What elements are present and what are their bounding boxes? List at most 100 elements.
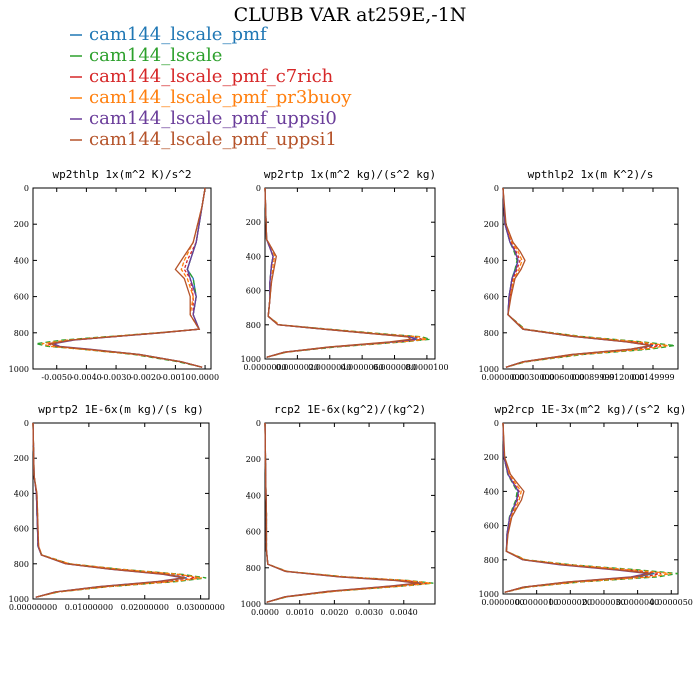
series-line bbox=[32, 422, 207, 598]
y-tick-label: 1000 bbox=[9, 365, 29, 374]
x-tick-label: 0.0020 bbox=[320, 608, 348, 617]
x-tick-label: 0.0000000 bbox=[243, 363, 286, 372]
y-tick-label: 400 bbox=[14, 489, 29, 498]
series-line bbox=[502, 422, 652, 593]
y-tick-label: 400 bbox=[484, 487, 499, 496]
panel-title: wp2rtp 1x(m^2 kg)/(s^2 kg) bbox=[264, 168, 436, 181]
legend-entry: cam144_lscale_pmf_uppsi1 bbox=[70, 129, 337, 150]
x-tick-label: 0.0000100 bbox=[405, 363, 448, 372]
y-tick-label: 600 bbox=[484, 522, 499, 531]
x-tick-label: 0.0060000 bbox=[541, 373, 584, 382]
x-tick-label: 0.0000020 bbox=[549, 598, 592, 607]
x-tick-label: -0.0030 bbox=[101, 373, 132, 382]
y-tick-label: 200 bbox=[246, 455, 261, 464]
legend-entry: cam144_lscale_pmf_uppsi0 bbox=[70, 108, 337, 129]
series-line bbox=[502, 187, 676, 368]
y-tick-label: 600 bbox=[246, 528, 261, 537]
y-tick-label: 600 bbox=[484, 293, 499, 302]
y-tick-label: 0 bbox=[24, 419, 29, 428]
y-tick-label: 1000 bbox=[479, 590, 499, 599]
panel: wp2rcp 1E-3x(m^2 kg)/(s^2 kg) 0 200 400 600 8… bbox=[479, 403, 693, 607]
x-tick-label: -0.0040 bbox=[71, 373, 102, 382]
panel: wp2rtp 1x(m^2 kg)/(s^2 kg)0 200 400 600 800 1… bbox=[241, 168, 449, 372]
series-line bbox=[264, 187, 413, 358]
y-tick-label: 200 bbox=[246, 218, 261, 227]
x-tick-label: 0.0000030 bbox=[582, 598, 625, 607]
panel-title: wp2rcp 1E-3x(m^2 kg)/(s^2 kg) bbox=[494, 403, 686, 416]
y-tick-label: 800 bbox=[246, 564, 261, 573]
series-line bbox=[264, 187, 418, 358]
x-tick-label: 0.0000020 bbox=[276, 363, 319, 372]
series-line bbox=[264, 422, 423, 603]
legend-label: cam144_lscale_pmf_pr3buoy bbox=[89, 87, 352, 108]
x-tick-label: 0.0149999 bbox=[631, 373, 674, 382]
x-tick-label: 0.0000010 bbox=[515, 598, 558, 607]
y-tick-label: 600 bbox=[14, 293, 29, 302]
series-line bbox=[32, 422, 186, 598]
series-line bbox=[264, 187, 416, 358]
legend-entry: cam144_lscale_pmf_c7rich bbox=[70, 66, 334, 87]
plot-frame bbox=[32, 422, 210, 600]
series-line bbox=[264, 422, 431, 603]
x-tick-label: 0.0000000 bbox=[481, 598, 524, 607]
x-tick-label: 0.02000000 bbox=[121, 603, 169, 612]
series-line bbox=[264, 422, 429, 603]
legend-label: cam144_lscale_pmf_uppsi0 bbox=[89, 108, 337, 129]
y-tick-label: 800 bbox=[14, 329, 29, 338]
y-tick-label: 800 bbox=[484, 556, 499, 565]
series-line bbox=[32, 422, 183, 598]
series-line bbox=[32, 422, 198, 598]
y-tick-label: 200 bbox=[14, 454, 29, 463]
y-tick-label: 600 bbox=[246, 287, 261, 296]
y-tick-label: 1000 bbox=[9, 595, 29, 604]
plot-frame bbox=[502, 187, 679, 370]
legend: cam144_lscale_pmfcam144_lscalecam144_lsc… bbox=[70, 24, 352, 150]
y-tick-label: 0 bbox=[24, 184, 29, 193]
y-tick-label: 400 bbox=[246, 252, 261, 261]
x-tick-label: 0.0000040 bbox=[616, 598, 659, 607]
figure-title: CLUBB VAR at259E,-1N bbox=[234, 4, 467, 26]
x-tick-label: 0.03000000 bbox=[176, 603, 224, 612]
x-tick-label: 0.0120000 bbox=[601, 373, 644, 382]
x-tick-label: 0.0030000 bbox=[511, 373, 554, 382]
x-tick-label: 0.0000 bbox=[191, 373, 219, 382]
legend-label: cam144_lscale bbox=[89, 45, 222, 66]
x-tick-label: -0.0020 bbox=[130, 373, 161, 382]
x-tick-label: 0.0000060 bbox=[341, 363, 384, 372]
panel: wpthlp2 1x(m K^2)/s020040060080010000.00… bbox=[479, 168, 679, 382]
x-tick-label: -0.0050 bbox=[41, 373, 72, 382]
x-tick-label: 0.0000040 bbox=[308, 363, 351, 372]
y-tick-label: 400 bbox=[14, 256, 29, 265]
x-tick-label: 0.0030 bbox=[355, 608, 383, 617]
series-line bbox=[32, 422, 187, 598]
series-line bbox=[264, 422, 419, 603]
y-tick-label: 200 bbox=[484, 220, 499, 229]
x-tick-label: 0.0000080 bbox=[373, 363, 416, 372]
legend-entry: cam144_lscale bbox=[70, 45, 222, 66]
x-tick-label: 0.0000 bbox=[251, 608, 279, 617]
y-tick-label: 600 bbox=[14, 525, 29, 534]
series-line bbox=[264, 422, 434, 603]
panel-title: wprtp2 1E-6x(m kg)/(s kg) bbox=[38, 403, 204, 416]
plot-frame bbox=[32, 187, 212, 370]
panel: rcp2 1E-6x(kg^2)/(kg^2) 0 200 400 600 800 1000… bbox=[241, 403, 436, 617]
y-tick-label: 1000 bbox=[241, 355, 261, 364]
y-tick-label: 800 bbox=[484, 329, 499, 338]
y-tick-label: 400 bbox=[246, 491, 261, 500]
x-tick-label: 0.0000000 bbox=[481, 373, 524, 382]
plot-frame bbox=[264, 187, 436, 360]
y-tick-label: 200 bbox=[484, 453, 499, 462]
y-tick-label: 1000 bbox=[241, 600, 261, 609]
x-tick-label: 0.0089999 bbox=[571, 373, 614, 382]
y-tick-label: 400 bbox=[484, 256, 499, 265]
legend-entry: cam144_lscale_pmf_pr3buoy bbox=[70, 87, 352, 108]
x-tick-label: 0.0040 bbox=[390, 608, 418, 617]
x-tick-label: 0.0000050 bbox=[650, 598, 693, 607]
series-line bbox=[502, 187, 669, 368]
y-tick-label: 0 bbox=[494, 184, 499, 193]
series-line bbox=[264, 187, 423, 358]
panel-title: wpthlp2 1x(m K^2)/s bbox=[528, 168, 654, 181]
series-line bbox=[51, 187, 206, 368]
panel-title: wp2thlp 1x(m^2 K)/s^2 bbox=[52, 168, 191, 181]
